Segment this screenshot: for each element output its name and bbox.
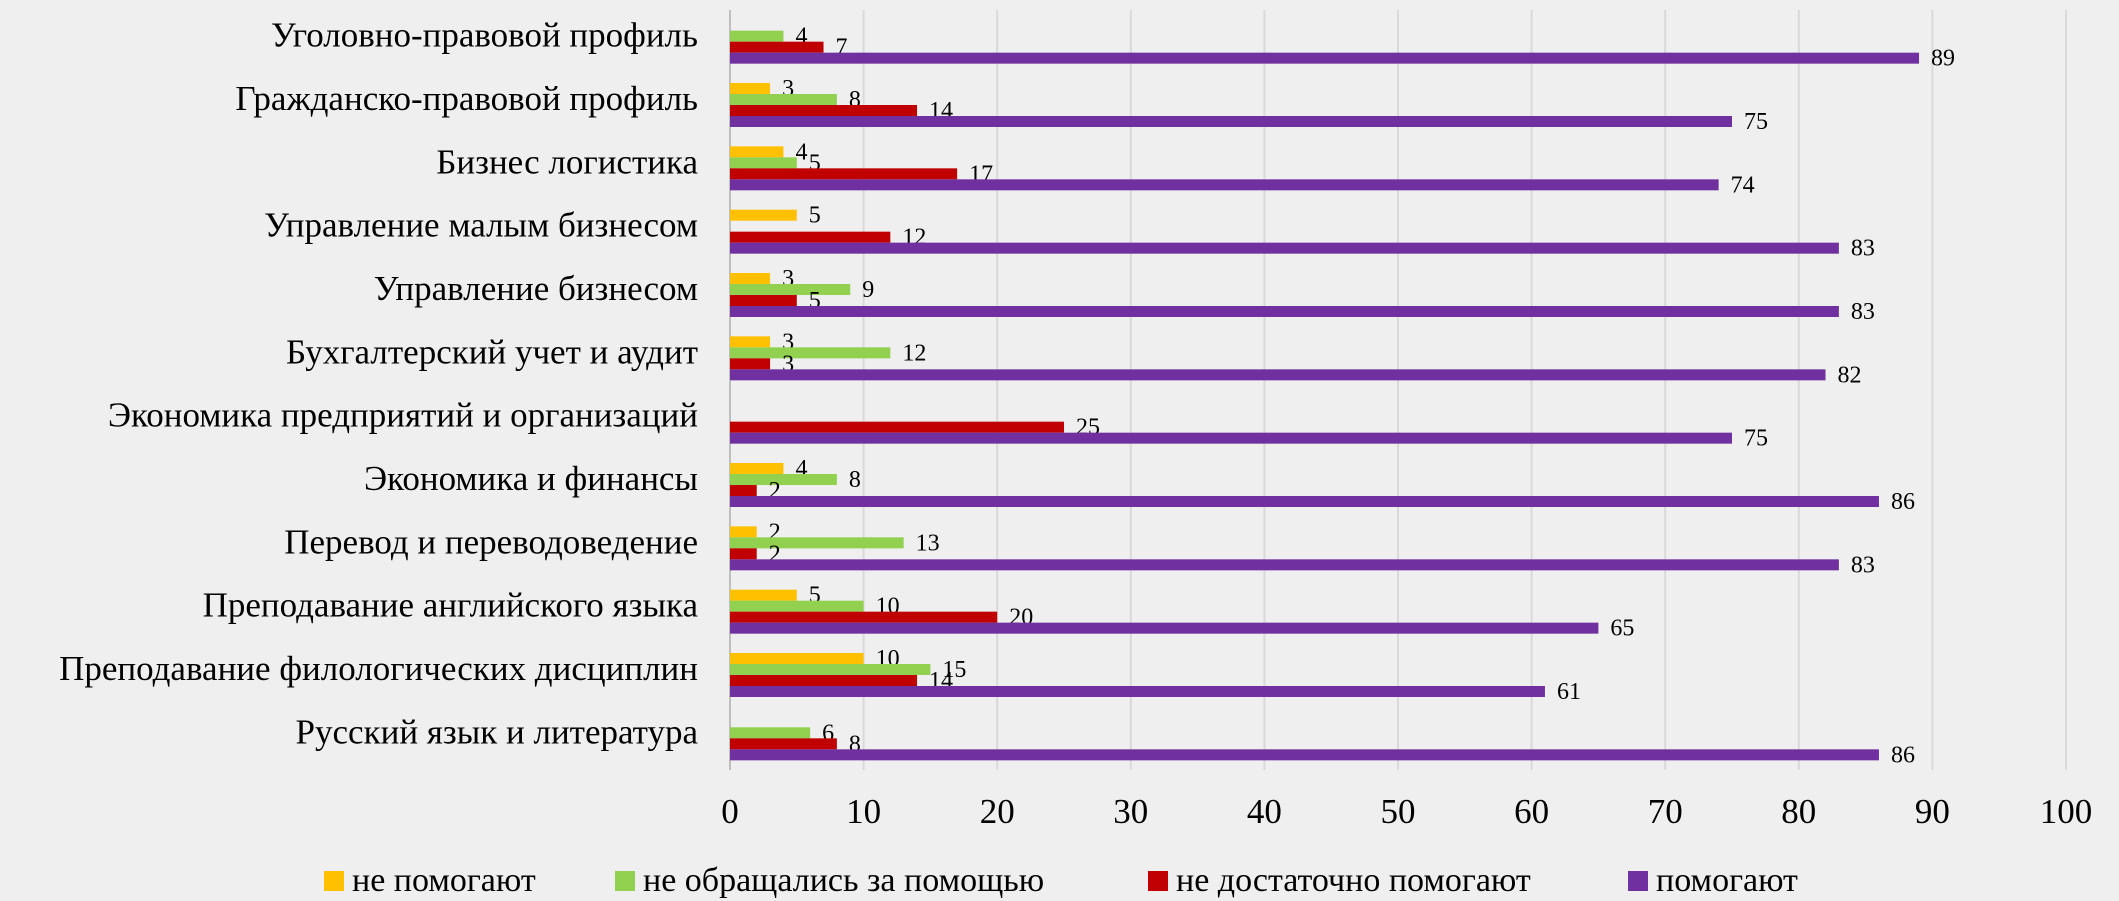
data-label: 9 [862, 277, 874, 303]
data-label: 61 [1557, 679, 1581, 705]
legend-swatch [1628, 871, 1648, 891]
legend-label: не достаточно помогают [1176, 862, 1531, 899]
bar [730, 347, 891, 359]
category-label: Преподавание филологических дисциплин [59, 649, 698, 688]
category-label: Экономика предприятий и организаций [108, 396, 698, 435]
data-label: 86 [1891, 489, 1915, 515]
x-tick-label: 100 [2040, 792, 2093, 831]
x-tick-label: 40 [1247, 792, 1282, 831]
legend-label: не обращались за помощью [643, 862, 1044, 899]
bar [730, 369, 1826, 381]
data-label: 5 [809, 203, 821, 229]
data-label: 83 [1851, 299, 1875, 325]
bar [730, 727, 811, 739]
bar [730, 336, 771, 348]
data-label: 13 [916, 530, 940, 556]
data-label: 75 [1744, 109, 1768, 135]
bar [730, 295, 797, 306]
bar [730, 600, 864, 612]
bar [730, 116, 1732, 127]
bar [730, 94, 837, 105]
category-label: Бизнес логистика [436, 142, 698, 181]
x-tick-label: 30 [1113, 792, 1148, 831]
bar [730, 273, 771, 284]
x-tick-label: 20 [980, 792, 1015, 831]
bar [730, 306, 1839, 317]
bar [730, 421, 1064, 433]
legend-swatch [324, 871, 344, 891]
bar [730, 231, 891, 243]
x-tick-label: 90 [1915, 792, 1950, 831]
data-label: 75 [1744, 426, 1768, 452]
bar [730, 179, 1719, 191]
bar [730, 83, 771, 94]
data-label: 4 [795, 139, 807, 165]
bar [730, 146, 784, 158]
category-label: Преподавание английского языка [203, 586, 699, 625]
data-label: 12 [902, 340, 926, 366]
legend-swatch [1148, 871, 1168, 891]
bar [730, 463, 784, 474]
bar [730, 611, 998, 623]
category-label: Управление малым бизнесом [264, 206, 698, 245]
bar [730, 209, 797, 221]
x-tick-label: 70 [1648, 792, 1683, 831]
data-label: 74 [1731, 172, 1755, 198]
data-label: 86 [1891, 742, 1915, 768]
x-tick-label: 50 [1381, 792, 1416, 831]
x-tick-label: 0 [721, 792, 739, 831]
data-label: 82 [1838, 362, 1862, 388]
bar [730, 474, 837, 485]
bar [730, 30, 784, 42]
data-label: 65 [1610, 616, 1634, 642]
data-label: 83 [1851, 552, 1875, 578]
data-label: 89 [1931, 46, 1955, 72]
category-label: Экономика и финансы [364, 459, 698, 498]
bar [730, 496, 1879, 507]
category-label: Русский язык и литература [296, 712, 699, 751]
category-label: Управление бизнесом [374, 269, 698, 308]
bar [730, 548, 757, 560]
bar [730, 749, 1879, 761]
data-label: 8 [849, 467, 861, 493]
bar [730, 157, 797, 169]
bar [730, 653, 864, 664]
bar [730, 686, 1545, 697]
bar [730, 537, 904, 549]
x-tick-label: 60 [1514, 792, 1549, 831]
bar [730, 622, 1599, 634]
bar [730, 664, 931, 675]
x-tick-label: 10 [846, 792, 881, 831]
bar [730, 105, 918, 116]
bar [730, 432, 1732, 444]
category-label: Перевод и переводоведение [284, 522, 698, 561]
category-label: Уголовно-правовой профиль [271, 16, 698, 55]
bar [730, 358, 771, 370]
data-label: 15 [942, 657, 966, 683]
legend-label: помогают [1656, 862, 1798, 899]
legend-label: не помогают [352, 862, 536, 899]
x-tick-label: 80 [1781, 792, 1816, 831]
data-label: 83 [1851, 236, 1875, 262]
bar [730, 284, 851, 295]
category-label: Гражданско-правовой профиль [235, 79, 698, 118]
bar [730, 485, 757, 496]
bar [730, 52, 1920, 64]
bar [730, 589, 797, 601]
bar [730, 41, 824, 53]
legend-swatch [615, 871, 635, 891]
bar [730, 526, 757, 538]
bar [730, 738, 837, 750]
bar [730, 242, 1839, 254]
category-label: Бухгалтерский учет и аудит [286, 332, 698, 371]
bar [730, 559, 1839, 571]
bar [730, 675, 918, 686]
bar [730, 168, 958, 180]
